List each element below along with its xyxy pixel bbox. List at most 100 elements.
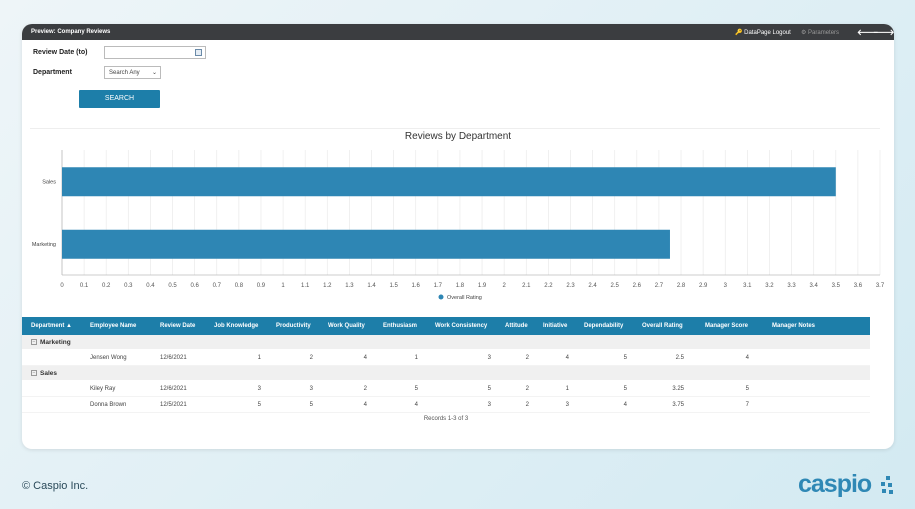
x-tick-label: 3.1 <box>743 283 752 289</box>
table-cell: 2 <box>525 355 529 361</box>
collapse-icon[interactable]: − <box>31 339 37 345</box>
x-tick-label: 2.8 <box>677 283 686 289</box>
x-tick-label: 3.7 <box>876 283 885 289</box>
table-cell: 7 <box>745 402 749 408</box>
table-cell: 3 <box>487 355 491 361</box>
column-header[interactable]: Dependability <box>584 323 624 329</box>
department-label: Department <box>33 69 72 76</box>
datapage-logout-link[interactable]: 🔑 DataPage Logout <box>735 30 791 36</box>
x-tick-label: 1.5 <box>389 283 398 289</box>
x-tick-label: 0.5 <box>168 283 177 289</box>
forward-arrow-icon[interactable]: 🡒 <box>873 28 894 37</box>
table-cell: 3 <box>257 386 261 392</box>
column-header[interactable]: Review Date <box>160 323 196 329</box>
x-tick-label: 0 <box>60 283 64 289</box>
back-arrow-icon[interactable]: 🡐 <box>857 28 879 37</box>
department-select[interactable]: Search Any ⌄ <box>104 66 161 79</box>
table-cell: 1 <box>257 355 261 361</box>
divider <box>30 128 880 129</box>
table-cell: 3 <box>565 402 569 408</box>
table-cell: 5 <box>623 355 627 361</box>
table-row: Jensen Wong 12/6/2021 1 2 4 1 3 2 4 5 2.5 4 <box>22 350 870 366</box>
column-header[interactable]: Enthusiasm <box>383 323 418 329</box>
table-cell: 2 <box>525 386 529 392</box>
chevron-down-icon: ⌄ <box>151 70 157 76</box>
table-cell: 1 <box>414 355 418 361</box>
table-row: Donna Brown 12/5/2021 5 5 4 4 3 2 3 4 3.75 7 <box>22 397 870 413</box>
table-cell: 2 <box>309 355 313 361</box>
group-name: Marketing <box>40 339 71 346</box>
column-header[interactable]: Department ▲ <box>31 323 72 329</box>
review-date-label: Review Date (to) <box>33 49 88 56</box>
column-header[interactable]: Work Consistency <box>435 323 488 329</box>
column-header[interactable]: Attitude <box>505 323 528 329</box>
legend-label: Overall Rating <box>447 295 482 301</box>
table-cell: 4 <box>363 355 367 361</box>
department-value: Search Any <box>109 70 140 76</box>
x-tick-label: 0.9 <box>257 283 266 289</box>
x-tick-label: 1.8 <box>456 283 465 289</box>
table-cell: 12/5/2021 <box>160 402 187 408</box>
review-date-input[interactable] <box>104 46 206 59</box>
column-header[interactable]: Manager Score <box>705 323 749 329</box>
column-header[interactable]: Work Quality <box>328 323 365 329</box>
column-header[interactable]: Employee Name <box>90 323 137 329</box>
table-cell: 1 <box>565 386 569 392</box>
y-category-label: Marketing <box>32 242 56 248</box>
x-tick-label: 1.2 <box>323 283 332 289</box>
table-cell: 3.75 <box>672 402 684 408</box>
table-cell: Kiley Ray <box>90 386 116 392</box>
table-cell: 12/6/2021 <box>160 355 187 361</box>
calendar-icon[interactable] <box>195 49 202 56</box>
x-tick-label: 3.4 <box>810 283 819 289</box>
bar-chart: 0 0.1 0.2 0.3 0.4 0.5 0.6 0.7 0.8 0.9 1 1.1 1.2 1.3 1.… <box>32 150 885 301</box>
x-tick-label: 3.3 <box>787 283 796 289</box>
x-tick-label: 2.4 <box>588 283 597 289</box>
table-cell: 3 <box>487 402 491 408</box>
search-button[interactable]: SEARCH <box>79 90 160 108</box>
y-category-label: Sales <box>42 179 56 185</box>
logo-squares-icon <box>881 476 893 494</box>
x-tick-label: 0.7 <box>213 283 222 289</box>
table-cell: 4 <box>565 355 569 361</box>
x-tick-label: 1.6 <box>412 283 421 289</box>
column-header[interactable]: Job Knowledge <box>214 323 259 329</box>
x-tick-label: 2.9 <box>699 283 708 289</box>
collapse-icon[interactable]: − <box>31 370 37 376</box>
caspio-logo: caspio <box>798 470 893 499</box>
table-cell: 4 <box>623 402 627 408</box>
copyright: © Caspio Inc. <box>22 480 89 492</box>
column-header[interactable]: Overall Rating <box>642 323 683 329</box>
bar-marketing <box>62 229 670 259</box>
table-cell: 5 <box>309 402 313 408</box>
column-header[interactable]: Productivity <box>276 323 311 329</box>
x-tick-label: 0.4 <box>146 283 155 289</box>
x-tick-label: 3 <box>724 283 728 289</box>
datapage-panel: Preview: Company Reviews 🔑 DataPage Logo… <box>22 24 894 449</box>
parameters-link[interactable]: ⚙ Parameters <box>801 30 840 36</box>
table-cell: 5 <box>745 386 749 392</box>
x-tick-label: 1.9 <box>478 283 487 289</box>
x-tick-label: 0.3 <box>124 283 133 289</box>
column-header[interactable]: Initiative <box>543 323 568 329</box>
table-cell: 2.5 <box>675 355 684 361</box>
table-cell: 5 <box>623 386 627 392</box>
column-header[interactable]: Manager Notes <box>772 323 816 329</box>
records-count: Records 1-3 of 3 <box>423 416 469 422</box>
logout-label: DataPage Logout <box>744 30 791 36</box>
table-cell: 5 <box>414 386 418 392</box>
x-tick-label: 1.1 <box>301 283 310 289</box>
x-tick-label: 2.2 <box>544 283 553 289</box>
x-tick-label: 1 <box>281 283 285 289</box>
x-tick-label: 2.1 <box>522 283 531 289</box>
x-tick-label: 0.8 <box>235 283 244 289</box>
x-tick-label: 2 <box>502 283 506 289</box>
table-cell: Jensen Wong <box>90 355 127 361</box>
table-cell: 4 <box>745 355 749 361</box>
x-tick-label: 3.6 <box>854 283 863 289</box>
table-cell: 2 <box>525 402 529 408</box>
table-cell: 12/6/2021 <box>160 386 187 392</box>
table-cell: 3 <box>309 386 313 392</box>
table-cell: Donna Brown <box>90 402 127 408</box>
x-tick-label: 3.2 <box>765 283 774 289</box>
